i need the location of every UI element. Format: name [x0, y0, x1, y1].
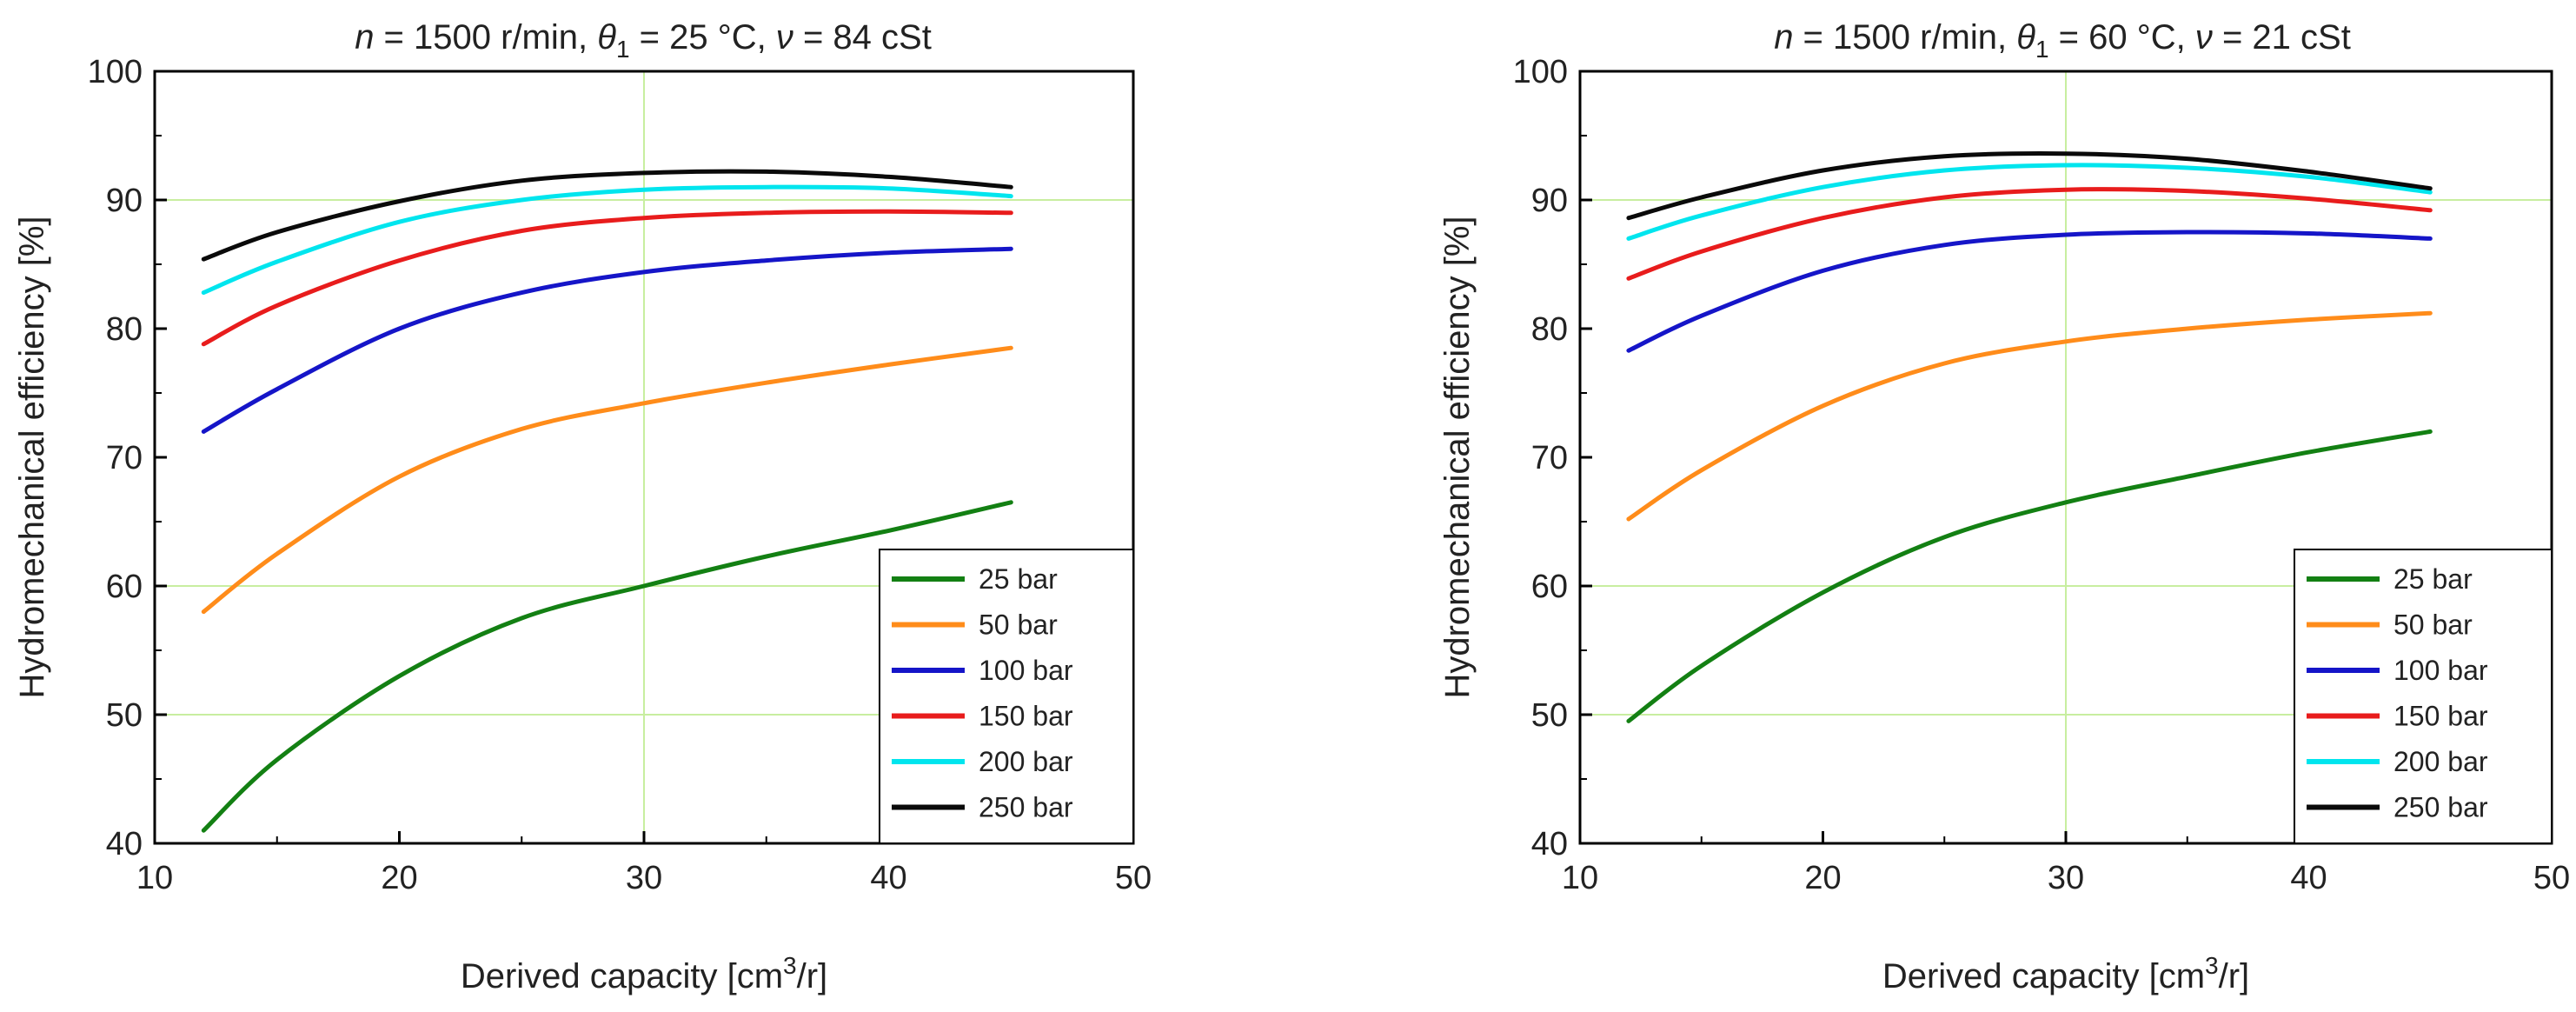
chart-left-xtick-label: 20 [381, 860, 417, 896]
chart-left-xtick-label: 10 [136, 860, 173, 896]
chart-left-series-250-bar [201, 169, 1013, 262]
chart-left-series-200-bar [201, 184, 1013, 296]
chart-left-legend-box [879, 549, 1134, 844]
chart-left-legend-label: 200 bar [979, 746, 1073, 777]
chart-right-legend-label: 250 bar [2393, 792, 2488, 823]
chart-left-series [201, 169, 1013, 833]
chart-right-legend-label: 200 bar [2393, 746, 2488, 777]
chart-left-xtick-label: 40 [870, 860, 906, 896]
chart-right-legend-box [2294, 549, 2553, 844]
chart-right-ytick-label: 60 [1531, 569, 1568, 605]
chart-right-ytick-label: 50 [1531, 697, 1568, 734]
chart-right-legend-label: 100 bar [2393, 655, 2488, 686]
chart-left-ytick-label: 70 [106, 440, 143, 476]
chart-left-legend-label: 250 bar [979, 792, 1073, 823]
chart-left-xlabel: Derived capacity [cm3/r] [461, 952, 827, 995]
chart-right-series-25-bar [1626, 429, 2433, 723]
chart-right-ylabel: Hydromechanical efficiency [%] [1438, 216, 1477, 698]
chart-right-series-50-bar [1626, 310, 2433, 522]
chart-right-xtick-label: 10 [1562, 860, 1598, 896]
chart-left-ytick-label: 100 [88, 54, 143, 90]
chart-right-series-100-bar [1626, 230, 2433, 353]
chart-left-series-25-bar [201, 500, 1013, 833]
chart-right: n = 1500 r/min, θ1 = 60 °C, ν = 21 cSt 1… [1438, 18, 2570, 995]
chart-left-ytick-label: 50 [106, 697, 143, 734]
chart-left-legend-label: 25 bar [979, 563, 1058, 595]
chart-left-legend-label: 150 bar [979, 701, 1073, 732]
chart-right-legend: 25 bar 50 bar 100 bar 150 bar 200 bar 250 bar [2294, 549, 2553, 844]
chart-right-series [1626, 151, 2433, 723]
chart-right-series-150-bar [1626, 187, 2433, 281]
chart-right-ytick-label: 80 [1531, 311, 1568, 348]
chart-right-series-250-bar [1626, 151, 2433, 221]
chart-right-ytick-label: 90 [1531, 183, 1568, 219]
chart-left-series-150-bar [201, 209, 1013, 347]
chart-right-xtick-label: 30 [2048, 860, 2084, 896]
chart-right-legend-label: 25 bar [2393, 563, 2473, 595]
chart-right-series-200-bar [1626, 163, 2433, 241]
chart-right-xtick-label: 40 [2290, 860, 2327, 896]
chart-right-ytick-label: 100 [1513, 54, 1568, 90]
chart-left-ticks: 10 20 30 40 50 40 50 60 70 80 90 100 [88, 54, 1152, 896]
chart-right-xtick-label: 50 [2533, 860, 2570, 896]
chart-right-xlabel: Derived capacity [cm3/r] [1882, 952, 2249, 995]
chart-left-legend: 25 bar 50 bar 100 bar 150 bar 200 bar 250 bar [879, 549, 1134, 844]
chart-left-ytick-label: 80 [106, 311, 143, 348]
chart-left: n = 1500 r/min, θ1 = 25 °C, ν = 84 cSt 1… [13, 18, 1152, 995]
chart-right-ticks: 10 20 30 40 50 40 50 60 70 80 90 100 [1513, 54, 2571, 896]
chart-right-ytick-label: 70 [1531, 440, 1568, 476]
chart-left-ytick-label: 60 [106, 569, 143, 605]
chart-right-title: n = 1500 r/min, θ1 = 60 °C, ν = 21 cSt [1774, 18, 2351, 63]
chart-left-xtick-label: 30 [626, 860, 662, 896]
chart-left-ylabel: Hydromechanical efficiency [%] [13, 216, 51, 698]
chart-left-series-50-bar [201, 345, 1013, 615]
chart-left-ytick-label: 90 [106, 183, 143, 219]
chart-right-legend-label: 150 bar [2393, 701, 2488, 732]
chart-left-xtick-label: 50 [1115, 860, 1152, 896]
chart-left-legend-label: 100 bar [979, 655, 1073, 686]
chart-left-ytick-label: 40 [106, 826, 143, 862]
chart-right-ytick-label: 40 [1531, 826, 1568, 862]
chart-left-legend-label: 50 bar [979, 609, 1058, 641]
chart-right-legend-label: 50 bar [2393, 609, 2473, 641]
chart-left-series-100-bar [201, 246, 1013, 434]
chart-right-xtick-label: 20 [1804, 860, 1841, 896]
chart-left-title: n = 1500 r/min, θ1 = 25 °C, ν = 84 cSt [355, 18, 932, 63]
